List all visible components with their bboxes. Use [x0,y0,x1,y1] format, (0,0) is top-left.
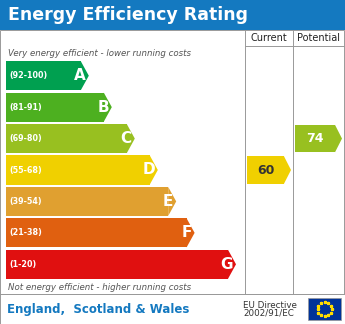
Text: (92-100): (92-100) [9,71,47,80]
Text: E: E [163,194,173,209]
Text: (21-38): (21-38) [9,228,42,237]
Text: (69-80): (69-80) [9,134,42,143]
Bar [0,294,345,324]
Text: G: G [220,257,233,272]
Polygon shape [127,124,135,153]
Polygon shape [104,93,112,122]
Text: (39-54): (39-54) [9,197,42,206]
Text: F: F [181,226,191,240]
Polygon shape [335,125,342,152]
Text: Current: Current [250,33,287,43]
Bar [6,218,187,247]
Bar [0,30,344,294]
Bar [247,156,284,184]
Text: D: D [142,163,155,178]
Bar [6,93,104,122]
Bar [6,61,81,90]
Bar [0,0,345,30]
Bar [6,156,150,184]
Polygon shape [228,250,236,279]
Text: 74: 74 [306,132,324,145]
Bar [6,187,168,216]
Polygon shape [168,187,176,216]
Text: England,  Scotland & Wales: England, Scotland & Wales [7,303,189,316]
Polygon shape [187,218,195,247]
Polygon shape [81,61,89,90]
Bar [308,298,341,320]
Bar [6,124,127,153]
Text: 60: 60 [257,164,274,177]
Polygon shape [150,156,158,184]
Text: C: C [121,131,132,146]
Text: Potential: Potential [297,33,340,43]
Text: 2002/91/EC: 2002/91/EC [243,308,294,318]
Text: Not energy efficient - higher running costs: Not energy efficient - higher running co… [8,283,191,292]
Text: B: B [97,100,109,115]
Bar [295,125,335,152]
Bar [6,250,228,279]
Text: Energy Efficiency Rating: Energy Efficiency Rating [8,6,248,24]
Text: EU Directive: EU Directive [243,300,297,309]
Text: (81-91): (81-91) [9,103,42,112]
Text: A: A [74,68,86,83]
Text: Very energy efficient - lower running costs: Very energy efficient - lower running co… [8,49,191,57]
Polygon shape [284,156,291,184]
Text: (55-68): (55-68) [9,166,42,175]
Text: (1-20): (1-20) [9,260,36,269]
